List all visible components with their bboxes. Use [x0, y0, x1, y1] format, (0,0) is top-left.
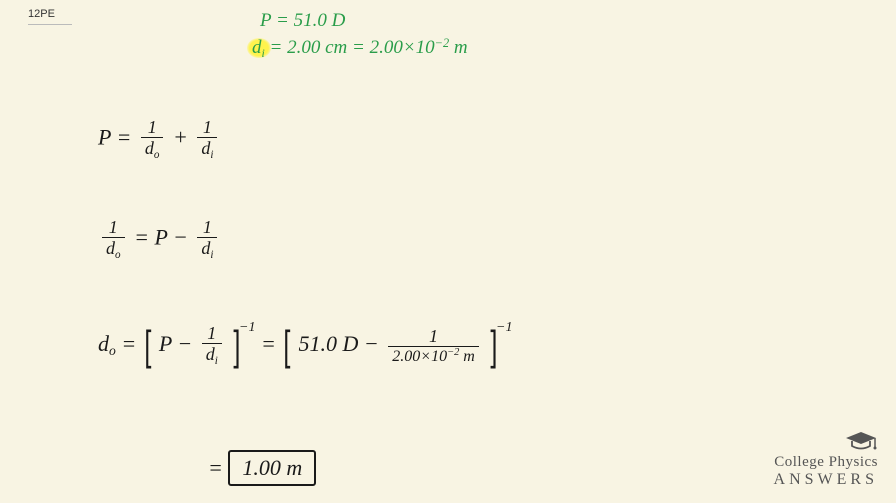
- eq3-lbracket1: [: [144, 329, 151, 363]
- eq1-lhs: P: [98, 125, 111, 150]
- given-line-1: P = 51.0 D: [260, 10, 345, 32]
- answer-line: = 1.00 m: [208, 450, 316, 486]
- eq2-minus: −: [173, 225, 193, 250]
- eq1-f2-num: 1: [199, 118, 216, 137]
- eq2-frac2: 1 di: [197, 218, 217, 261]
- eq3-lbracket2: [: [284, 329, 291, 363]
- eq3-minus: −: [177, 331, 197, 356]
- eq3-eq: =: [121, 331, 141, 356]
- logo-line2: ANSWERS: [774, 471, 878, 489]
- answer-eq: =: [208, 455, 228, 480]
- eq3-frac1: 1 di: [202, 324, 222, 367]
- eq3-rbracket2: ]: [491, 329, 498, 363]
- eq3-p: P: [159, 331, 172, 356]
- eq2-f2-den: di: [197, 237, 217, 261]
- given-di-var: d: [252, 37, 262, 58]
- eq1-plus: +: [173, 125, 193, 150]
- eq2-eq: =: [134, 225, 154, 250]
- eq2-f1-den: do: [102, 237, 125, 261]
- eq1-f1-den: do: [141, 137, 164, 161]
- equation-1: P = 1 do + 1 di: [98, 118, 221, 161]
- eq3-frac2: 1 2.00×10−2 m: [388, 327, 479, 365]
- eq3-valp: 51.0 D: [299, 331, 359, 356]
- eq3-minus2: −: [364, 331, 384, 356]
- eq2-f2-num: 1: [199, 218, 216, 237]
- eq3-lhs-sub: o: [109, 343, 116, 358]
- eq1-frac1: 1 do: [141, 118, 164, 161]
- eq2-frac1: 1 do: [102, 218, 125, 261]
- eq3-f2-den: 2.00×10−2 m: [388, 346, 479, 365]
- eq3-f1-den: di: [202, 343, 222, 367]
- logo-line1: College Physics: [774, 454, 878, 471]
- problem-id: 12PE: [28, 8, 72, 25]
- eq1-frac2: 1 di: [197, 118, 217, 161]
- brand-logo: College Physics ANSWERS: [774, 430, 878, 489]
- eq3-rbracket1: ]: [234, 329, 241, 363]
- given-di-unit: m: [449, 37, 467, 58]
- eq3-eq2: =: [261, 331, 281, 356]
- equation-2: 1 do = P − 1 di: [98, 218, 221, 261]
- given-line-2: di = 2.00 cm = 2.00×10−2 m: [252, 36, 468, 61]
- given-di-exp: −2: [435, 36, 450, 50]
- answer-box: 1.00 m: [228, 450, 316, 486]
- eq2-f1-num: 1: [105, 218, 122, 237]
- eq3-neg1b: −1: [496, 320, 512, 335]
- eq1-f1-num: 1: [144, 118, 161, 137]
- eq3-f1-num: 1: [203, 324, 220, 343]
- equation-3: do = [ P − 1 di ]−1 = [ 51.0 D − 1 2.00×…: [98, 320, 512, 368]
- eq3-lhs-var: d: [98, 331, 109, 356]
- eq1-f2-den: di: [197, 137, 217, 161]
- given-di-rest: = 2.00 cm = 2.00×10: [265, 37, 435, 58]
- eq1-eq: =: [111, 125, 137, 150]
- eq3-f2-num: 1: [425, 327, 442, 346]
- graduation-cap-icon: [844, 430, 878, 452]
- eq2-p: P: [154, 225, 167, 250]
- eq3-neg1a: −1: [239, 320, 255, 335]
